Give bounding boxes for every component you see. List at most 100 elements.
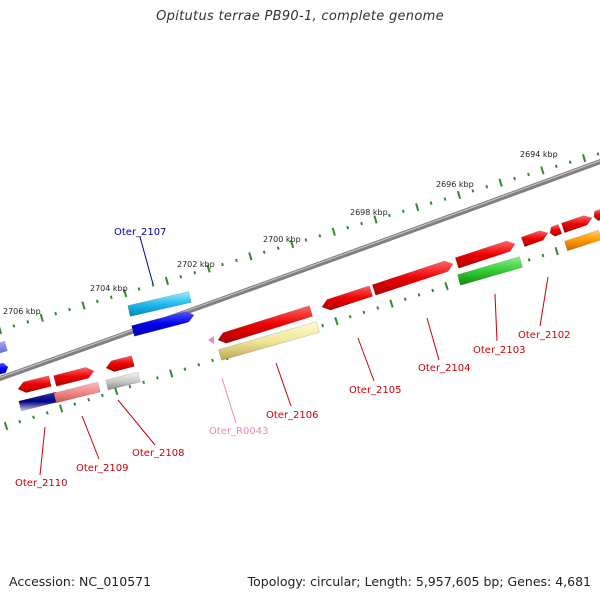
leader-line xyxy=(40,427,45,475)
rna-feature xyxy=(208,336,214,344)
outer-scale-tick xyxy=(333,228,335,236)
inner-scale-tick xyxy=(102,394,103,397)
outer-scale-tick xyxy=(445,198,446,201)
inner-scale-tick xyxy=(47,412,48,415)
inner-scale-tick xyxy=(335,317,337,325)
inner-scale-tick xyxy=(88,398,89,401)
leader-line xyxy=(540,277,548,326)
outer-scale-tick xyxy=(556,165,557,168)
outer-scale-tick xyxy=(97,300,98,303)
inner-scale-tick xyxy=(322,324,323,327)
inner-scale-tick xyxy=(364,311,365,314)
outer-scale-tick xyxy=(598,153,599,156)
gene-label: Oter_2110 xyxy=(15,478,68,489)
scale-label: 2694 kbp xyxy=(520,150,558,159)
outer-scale-tick xyxy=(236,259,237,262)
outer-scale-tick xyxy=(319,234,320,237)
leader-line xyxy=(118,400,155,445)
leader-line xyxy=(82,416,99,459)
gene-arrow xyxy=(106,356,134,372)
inner-scale-tick xyxy=(445,282,448,290)
outer-scale-tick xyxy=(528,173,529,176)
outer-scale-tick xyxy=(486,185,487,188)
inner-scale-tick xyxy=(432,289,433,292)
outer-scale-tick xyxy=(166,277,168,285)
outer-scale-tick xyxy=(389,214,390,217)
gene-arrow xyxy=(54,367,94,386)
gene-label: Oter_2109 xyxy=(76,463,129,474)
scale-label: 2700 kbp xyxy=(263,235,301,244)
inner-scale-tick xyxy=(377,307,378,310)
leader-line xyxy=(222,378,236,423)
genome-summary-text: Topology: circular; Length: 5,957,605 bp… xyxy=(248,574,591,589)
gene-arrow xyxy=(132,312,194,337)
outer-scale-tick xyxy=(194,271,195,274)
outer-scale-tick xyxy=(458,191,460,199)
outer-scale-tick xyxy=(55,312,56,315)
gene-arrow xyxy=(322,286,373,310)
outer-scale-tick xyxy=(14,325,15,328)
gene-arrow xyxy=(18,376,51,393)
inner-scale-tick xyxy=(19,420,20,423)
outer-scale-tick xyxy=(139,288,140,291)
leader-line xyxy=(140,237,153,284)
outer-scale-tick xyxy=(41,314,43,322)
outer-scale-tick xyxy=(416,203,418,211)
outer-scale-tick xyxy=(222,263,223,266)
inner-scale-tick xyxy=(390,300,392,308)
inner-scale-tick xyxy=(143,381,144,384)
outer-scale-tick xyxy=(347,226,348,229)
outer-scale-tick xyxy=(82,302,84,310)
inner-scale-tick xyxy=(130,385,131,388)
gene-arrow xyxy=(565,230,600,251)
outer-scale-tick xyxy=(278,247,279,250)
inner-scale-tick xyxy=(157,377,158,380)
gene-label: Oter_2105 xyxy=(349,385,402,396)
scale-label: 2704 kbp xyxy=(90,284,128,293)
gene-label: Oter_2107 xyxy=(114,227,167,238)
inner-scale-tick xyxy=(212,359,213,362)
leader-line xyxy=(427,318,439,360)
outer-scale-tick xyxy=(541,167,543,175)
inner-scale-tick xyxy=(529,258,530,261)
leader-line xyxy=(276,363,291,406)
inner-scale-tick xyxy=(185,368,186,371)
outer-scale-tick xyxy=(0,326,1,334)
inner-scale-tick xyxy=(33,416,34,419)
outer-scale-tick xyxy=(69,308,70,311)
inner-scale-tick xyxy=(74,403,75,406)
gene-label: Oter_2102 xyxy=(518,330,571,341)
outer-scale-tick xyxy=(111,296,112,299)
scale-label: 2702 kbp xyxy=(177,260,215,269)
outer-scale-tick xyxy=(431,202,432,205)
inner-scale-tick xyxy=(419,293,420,296)
map-title: Opitutus terrae PB90-1, complete genome xyxy=(0,9,600,24)
outer-scale-tick xyxy=(180,275,181,278)
outer-scale-tick xyxy=(264,251,265,254)
gene-label: Oter_2106 xyxy=(266,410,319,421)
gene-label: Oter_R0043 xyxy=(209,426,268,437)
gene-arrow xyxy=(0,363,8,375)
gene-arrow xyxy=(550,224,562,236)
scale-label: 2696 kbp xyxy=(436,180,474,189)
outer-scale-tick xyxy=(570,161,571,164)
leader-line xyxy=(358,338,374,381)
outer-scale-tick xyxy=(403,210,404,213)
gene-arrow xyxy=(594,209,600,221)
inner-scale-tick xyxy=(60,405,62,413)
outer-scale-tick xyxy=(306,239,307,242)
outer-scale-tick xyxy=(361,222,362,225)
gene-arrow xyxy=(561,216,592,233)
outer-scale-tick xyxy=(514,177,515,180)
gene-arrow xyxy=(0,341,7,354)
inner-scale-tick xyxy=(350,315,351,318)
outer-scale-tick xyxy=(472,189,473,192)
gene-arrow xyxy=(106,372,140,390)
gene-label: Oter_2108 xyxy=(132,448,185,459)
outer-scale-tick xyxy=(27,320,28,323)
inner-scale-tick xyxy=(170,370,172,378)
gene-arrow xyxy=(19,392,58,411)
gene-arrow xyxy=(372,261,453,295)
gene-arrow xyxy=(521,231,548,247)
